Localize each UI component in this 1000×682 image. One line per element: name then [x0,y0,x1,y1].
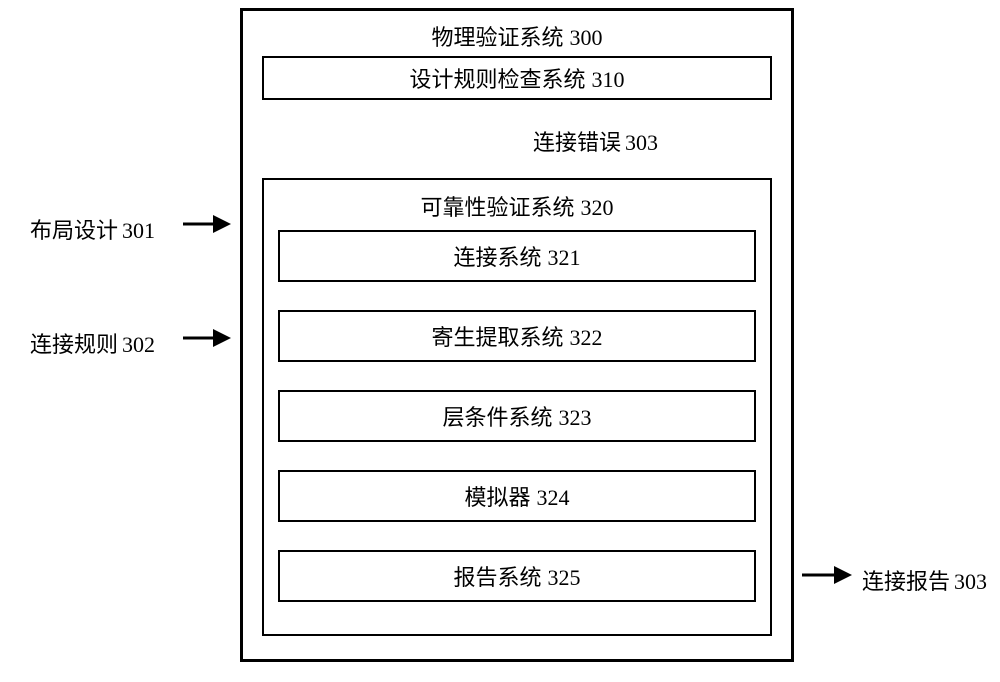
right-output-arrow [802,566,852,584]
left-input-num: 301 [122,218,155,244]
outer-system-title: 物理验证系统 300 [240,20,794,52]
left-input-cn: 布局设计 [30,213,118,245]
left-input-cn: 连接规则 [30,327,118,359]
subsystem-title-num: 323 [559,405,592,431]
drc-system-box: 设计规则检查系统 310 [262,56,772,100]
arrow-error-label-cn: 连接错误 [533,125,621,157]
subsystem-title-num: 324 [537,485,570,511]
right-output-cn: 连接报告 [862,564,950,596]
subsystem-box-322: 寄生提取系统 322 [278,310,756,362]
diagram-canvas: 物理验证系统300设计规则检查系统310连接错误303可靠性验证系统320连接系… [0,0,1000,682]
drc-title-num: 310 [592,67,625,93]
outer-system-title-num: 300 [570,25,603,51]
reliability-system-title: 可靠性验证系统 320 [262,190,772,222]
left-input-arrow-301 [183,215,231,233]
subsystem-title-cn: 寄生提取系统 [431,320,563,352]
left-input-arrow-302 [183,329,231,347]
subsystem-title-cn: 报告系统 [453,560,541,592]
right-output-num: 303 [954,569,987,595]
left-input-num: 302 [122,332,155,358]
arrow-error-label-num: 303 [625,130,658,156]
subsystem-title: 寄生提取系统 322 [280,320,754,352]
subsystem-box-324: 模拟器 324 [278,470,756,522]
left-input-label-302: 连接规则302 [30,327,155,359]
left-input-label-301: 布局设计301 [30,213,155,245]
reliability-title-num: 320 [581,195,614,221]
subsystem-title-num: 325 [548,565,581,591]
subsystem-title-num: 322 [570,325,603,351]
right-output-label: 连接报告303 [862,564,987,596]
outer-system-title-cn: 物理验证系统 [431,20,563,52]
subsystem-title: 报告系统 325 [280,560,754,592]
reliability-title-cn: 可靠性验证系统 [420,190,574,222]
drc-title-cn: 设计规则检查系统 [409,62,585,94]
subsystem-title: 连接系统 321 [280,240,754,272]
drc-title: 设计规则检查系统 310 [264,62,770,94]
subsystem-title: 层条件系统 323 [280,400,754,432]
subsystem-box-325: 报告系统 325 [278,550,756,602]
subsystem-title-num: 321 [548,245,581,271]
subsystem-box-321: 连接系统 321 [278,230,756,282]
subsystem-title-cn: 模拟器 [464,480,530,512]
subsystem-title-cn: 层条件系统 [442,400,552,432]
arrow-error-label: 连接错误303 [533,125,658,157]
subsystem-title: 模拟器 324 [280,480,754,512]
subsystem-title-cn: 连接系统 [453,240,541,272]
subsystem-box-323: 层条件系统 323 [278,390,756,442]
